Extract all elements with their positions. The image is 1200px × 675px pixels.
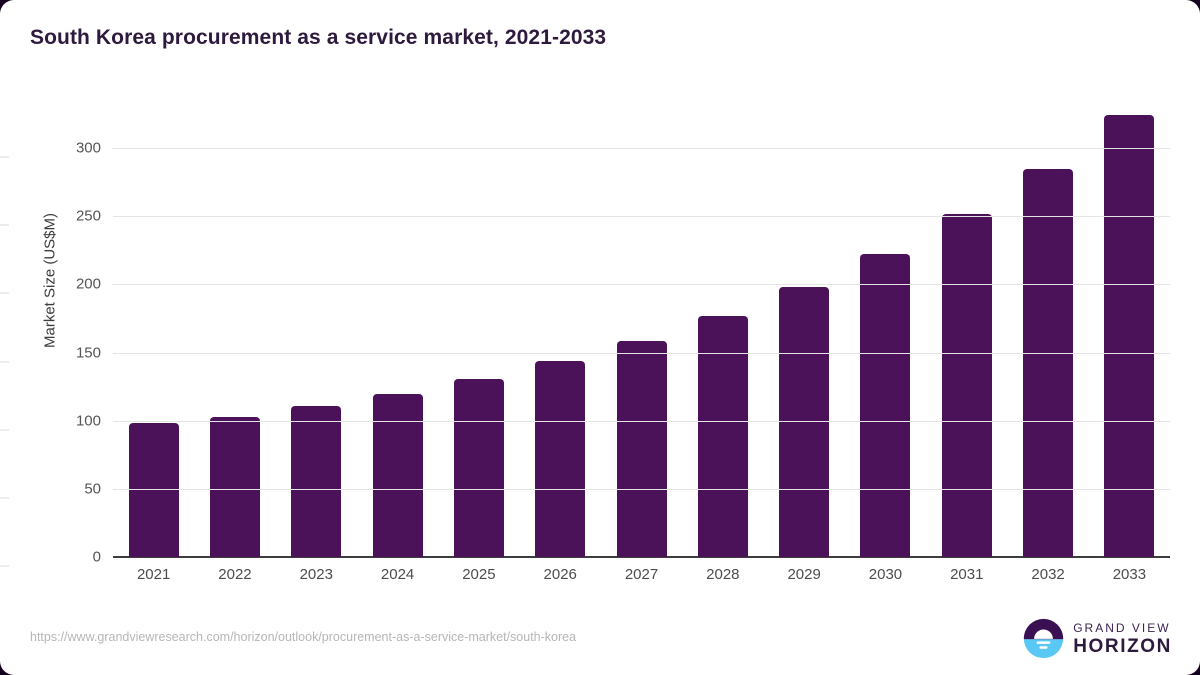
logo-line-1: GRAND VIEW	[1073, 620, 1171, 635]
bar-2025[interactable]	[453, 379, 504, 557]
y-axis-tick-mark	[0, 429, 9, 431]
gridline	[113, 148, 1170, 150]
bar-2021[interactable]	[128, 422, 179, 557]
y-axis-tick-label: 0	[0, 549, 101, 567]
bar-2032[interactable]	[1023, 168, 1074, 557]
x-axis-tick-label: 2021	[136, 566, 171, 583]
bar-2027[interactable]	[616, 340, 667, 557]
bar-slot	[845, 80, 926, 557]
y-axis-tick-mark	[0, 565, 9, 567]
bar-slot	[520, 80, 601, 557]
grand-view-horizon-logo-icon	[1024, 618, 1064, 659]
bar-slot	[194, 80, 275, 557]
bar-slot	[1007, 80, 1088, 557]
bar-2024[interactable]	[372, 394, 423, 557]
x-axis-tick-label: 2030	[868, 566, 903, 583]
bar-2029[interactable]	[779, 286, 830, 557]
x-axis-tick-label: 2028	[706, 566, 740, 583]
x-axis-tick-label: 2032	[1031, 566, 1065, 583]
x-axis-tick-label: 2029	[787, 566, 821, 583]
y-axis-tick-label: 50	[0, 480, 101, 499]
bar-slot	[926, 80, 1007, 557]
plot-area: 0 50 100 150 200 250 300	[0, 80, 1170, 567]
x-axis-tick-label: 2027	[624, 566, 659, 583]
y-axis-tick-label: 300	[0, 140, 101, 158]
bar-slot	[601, 80, 682, 557]
y-axis-tick-mark	[0, 292, 9, 294]
logo-wordmark: GRAND VIEW HORIZON	[1073, 622, 1172, 656]
bar-2033[interactable]	[1104, 114, 1155, 557]
bar-2030[interactable]	[860, 253, 911, 557]
y-axis-tick-label: 100	[0, 412, 101, 431]
x-axis-tick-label: 2033	[1112, 566, 1147, 583]
x-axis-tick-label: 2024	[380, 566, 415, 583]
bar-slot	[764, 80, 845, 557]
y-axis-tick-label: 250	[0, 208, 101, 226]
bar-slot	[276, 80, 357, 557]
x-axis-tick-label: 2025	[462, 566, 496, 583]
y-axis-tick-mark	[0, 156, 9, 158]
brand-logo: GRAND VIEW HORIZON	[1023, 618, 1172, 659]
x-axis-tick-labels: 2021 2022 2023 2024 2025 2026 2027 2028 2029 2030…	[113, 566, 1170, 583]
bar-series	[113, 80, 1170, 557]
x-axis-tick-label: 2026	[543, 566, 577, 583]
x-axis-tick-label: 2023	[299, 566, 333, 583]
y-axis-tick-mark	[0, 361, 9, 363]
gridline	[113, 488, 1170, 490]
page-title: South Korea procurement as a service mar…	[30, 26, 607, 49]
bar-2028[interactable]	[697, 316, 748, 557]
x-axis-line	[113, 556, 1170, 558]
bar-slot	[113, 80, 194, 557]
y-axis-tick-mark	[0, 224, 9, 226]
bar-2023[interactable]	[291, 405, 342, 557]
y-axis-tick-mark	[0, 497, 9, 499]
y-axis-tick-label: 150	[0, 344, 101, 363]
bar-2031[interactable]	[941, 214, 992, 557]
bar-2026[interactable]	[535, 361, 586, 557]
x-axis-tick-label: 2022	[218, 566, 252, 583]
y-axis-tick-label: 200	[0, 276, 101, 294]
x-axis-tick-label: 2031	[950, 566, 984, 583]
bar-slot	[438, 80, 519, 557]
bar-slot	[1089, 80, 1170, 557]
logo-line-2: HORIZON	[1073, 635, 1172, 657]
bar-2022[interactable]	[209, 417, 260, 557]
gridline	[113, 284, 1170, 286]
gridline	[113, 420, 1170, 422]
bar-slot	[682, 80, 763, 557]
bar-slot	[357, 80, 438, 557]
gridline	[113, 352, 1170, 354]
gridline	[113, 216, 1170, 218]
source-url[interactable]: https://www.grandviewresearch.com/horizo…	[30, 630, 577, 644]
